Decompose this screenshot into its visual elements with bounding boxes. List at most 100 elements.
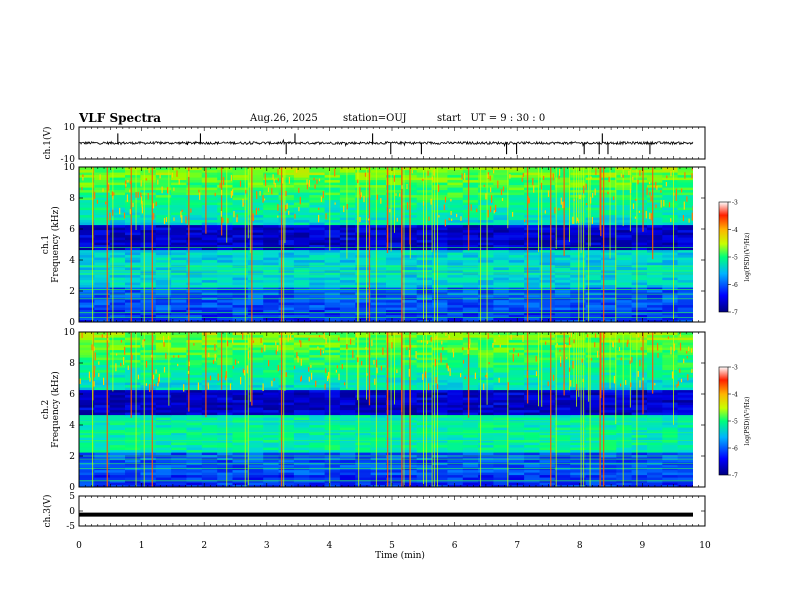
sp1-cell: [539, 282, 556, 286]
sp2-cell: [247, 407, 264, 411]
sp2-cell: [232, 464, 249, 468]
sp1-cell: [524, 242, 540, 246]
sp2-cell: [293, 464, 310, 468]
sp1-cell: [324, 237, 341, 241]
sp2-cell: [339, 432, 356, 436]
sp2-cell: [662, 429, 679, 433]
sp2-cell: [355, 444, 372, 448]
sp1-cell: [140, 289, 157, 293]
sp1-cell: [585, 284, 602, 288]
sp1-cell: [355, 252, 372, 256]
sp1-speckle: [512, 212, 514, 217]
sp2-cell: [79, 437, 95, 441]
sp1-cell: [539, 287, 556, 291]
sp1-cell: [570, 192, 587, 196]
sp1-speckle: [82, 174, 84, 177]
sp2-cell: [125, 382, 141, 386]
sp1-cell: [447, 229, 464, 233]
sp2-cell: [539, 469, 556, 473]
sp2-cell: [309, 387, 326, 391]
sp1-speckle: [277, 169, 279, 175]
sp1-cell: [109, 234, 126, 238]
sp2-cell: [201, 459, 218, 463]
sp1-cell: [386, 279, 402, 283]
sp1-cell: [140, 242, 157, 246]
sp2-cell: [631, 424, 648, 428]
sp1-cell: [232, 244, 249, 248]
sp2-cell: [524, 429, 540, 433]
sp1-cell: [324, 242, 341, 246]
sp1-speckle: [692, 205, 693, 212]
sp1-cell: [171, 212, 187, 216]
sp1-cell: [339, 289, 356, 293]
sp1-cell: [447, 317, 464, 321]
sp1-cell: [416, 189, 433, 193]
sp2-cell: [140, 399, 157, 403]
sp1-cell: [171, 232, 187, 236]
sp1-cell: [109, 279, 126, 283]
sp2-cell: [370, 484, 387, 487]
sp2-cell: [432, 379, 448, 383]
sp2-cell: [140, 407, 157, 411]
sp1-cell: [401, 257, 418, 261]
sp2-cell: [339, 389, 356, 393]
sp1-cell: [125, 224, 141, 228]
sp1-cell: [355, 169, 372, 173]
sp1-cell: [155, 177, 172, 181]
sp1-speckle: [691, 212, 693, 221]
sp1-cell: [94, 192, 111, 196]
sp2-cell: [386, 442, 402, 446]
sp2-cell: [263, 482, 280, 486]
sp2-cell: [155, 429, 172, 433]
sp1-cell: [677, 319, 693, 322]
sp1-cell: [355, 267, 372, 271]
sp1-cell: [647, 229, 663, 233]
sp2-cell: [570, 422, 587, 426]
sp1-cell: [370, 304, 387, 308]
sp1-cell: [171, 204, 187, 208]
sp1-cell: [478, 294, 494, 298]
sp1-cell: [293, 277, 310, 281]
sp2-cell: [79, 432, 95, 436]
sp1-cell: [432, 317, 448, 321]
sp2-cell: [201, 437, 218, 441]
sp1-cell: [677, 187, 693, 191]
sp2-cell: [677, 444, 693, 448]
sp1-cell: [524, 247, 540, 251]
sp1-cell: [94, 304, 111, 308]
sp1-cell: [447, 307, 464, 311]
sp2-cell: [370, 399, 387, 403]
sp2-cell: [79, 422, 95, 426]
sp1-cell: [370, 299, 387, 303]
sp2-cell: [140, 434, 157, 438]
sp1-cell: [186, 307, 203, 311]
sp2-cell: [355, 474, 372, 478]
sp2-cell: [447, 394, 464, 398]
sp2-cell: [554, 404, 571, 408]
sp2-cell: [554, 402, 571, 406]
sp1-cell: [171, 214, 187, 218]
sp1-cell: [647, 292, 663, 296]
sp1-cell: [554, 312, 571, 316]
sp1-cell: [631, 227, 648, 231]
sp1-cell: [508, 274, 525, 278]
sp2-cell: [432, 444, 448, 448]
sp1-cell: [432, 209, 448, 213]
sp2-cell: [600, 457, 617, 461]
sp1-speckle: [107, 184, 110, 191]
sp1-cell: [647, 194, 663, 198]
sp1-cell: [570, 184, 587, 188]
sp1-cell: [432, 284, 448, 288]
sp2-cell: [570, 417, 587, 421]
sp1-cell: [416, 232, 433, 236]
sp2-cell: [355, 484, 372, 487]
sp2-cell: [263, 427, 280, 431]
sp1-cell: [432, 197, 448, 201]
sp1-cell: [125, 179, 141, 183]
sp1-cell: [232, 224, 249, 228]
sp1-cell: [600, 294, 617, 298]
sp2-cell: [539, 484, 556, 487]
sp2-cell: [493, 447, 510, 451]
sp2-cell: [554, 457, 571, 461]
sp2-cell: [201, 417, 218, 421]
